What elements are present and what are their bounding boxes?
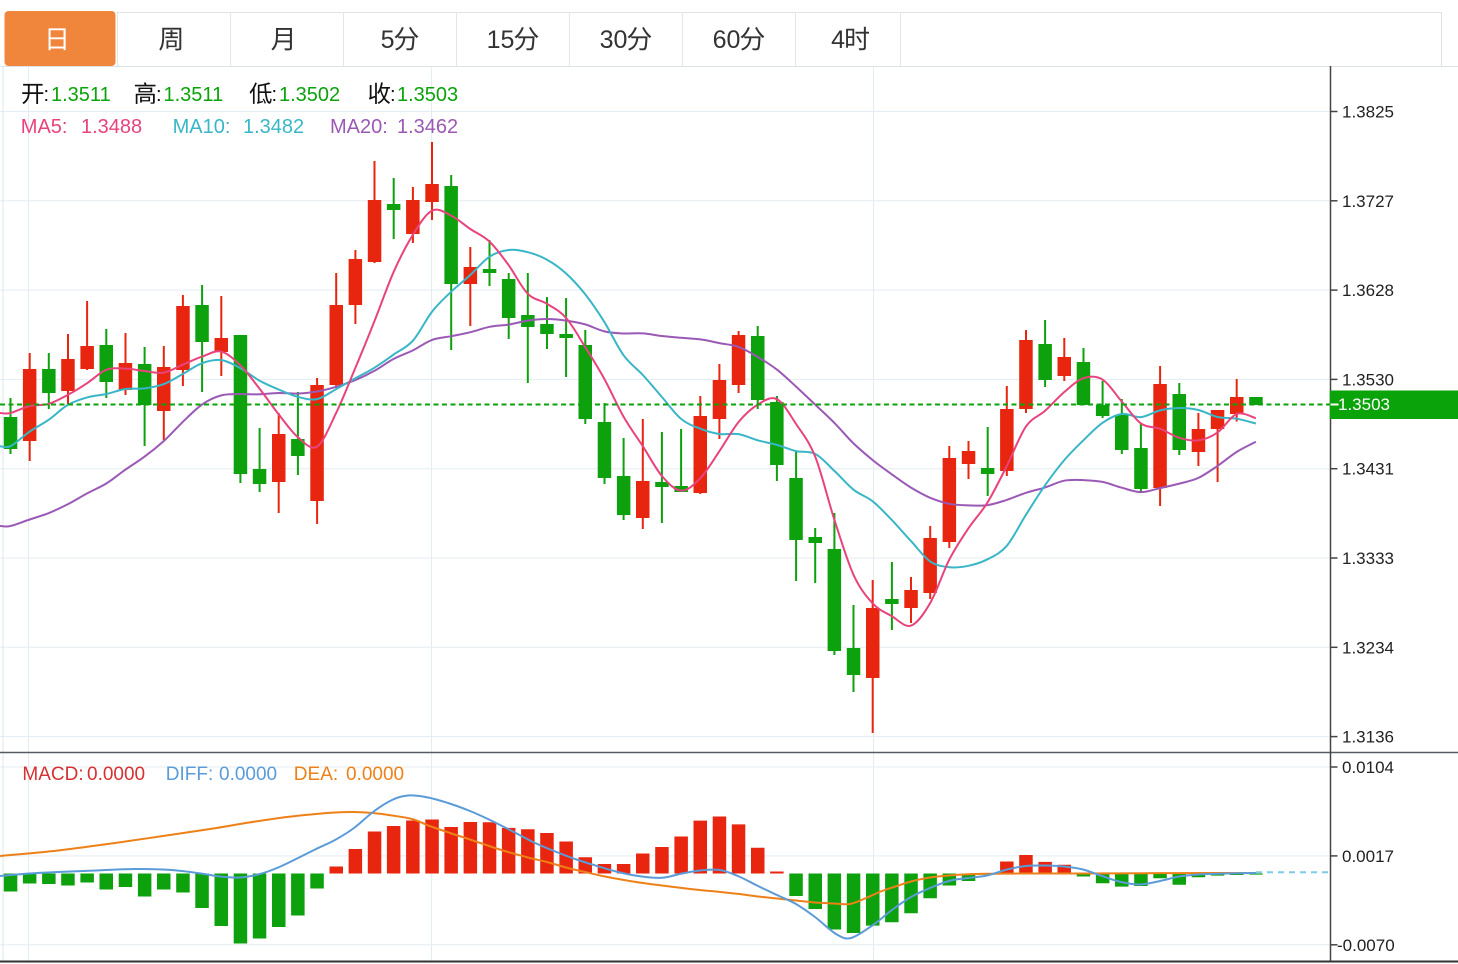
svg-text::: : <box>156 84 162 106</box>
svg-text::: : <box>272 84 278 106</box>
svg-text:1.3530: 1.3530 <box>1342 370 1394 389</box>
svg-text:0.0017: 0.0017 <box>1342 847 1394 866</box>
svg-text:0.0000: 0.0000 <box>87 764 145 785</box>
svg-text:MA20:: MA20: <box>330 116 388 138</box>
svg-text:MA5:: MA5: <box>21 116 68 138</box>
svg-text:15: 15 <box>487 26 515 54</box>
svg-text:1.3503: 1.3503 <box>1338 395 1390 414</box>
svg-text:5: 5 <box>381 26 395 54</box>
svg-text:60: 60 <box>713 26 741 54</box>
svg-text:1.3136: 1.3136 <box>1342 728 1394 747</box>
svg-text:0.0000: 0.0000 <box>346 764 404 785</box>
svg-text:1.3628: 1.3628 <box>1342 281 1394 300</box>
svg-text:1.3511: 1.3511 <box>164 84 224 106</box>
svg-text:MA10:: MA10: <box>173 116 231 138</box>
svg-text:DEA:: DEA: <box>294 764 338 785</box>
svg-text:1.3234: 1.3234 <box>1342 638 1394 657</box>
svg-text:0.0000: 0.0000 <box>219 764 277 785</box>
svg-text:MACD:: MACD: <box>22 764 83 785</box>
svg-text:1.3482: 1.3482 <box>243 116 304 138</box>
svg-text:-0.0070: -0.0070 <box>1337 936 1395 955</box>
svg-text::: : <box>390 84 396 106</box>
svg-text:1.3462: 1.3462 <box>397 116 458 138</box>
svg-text:4: 4 <box>831 26 845 54</box>
svg-text:1.3727: 1.3727 <box>1342 192 1394 211</box>
svg-text:1.3488: 1.3488 <box>81 116 142 138</box>
svg-text:1.3825: 1.3825 <box>1342 103 1394 122</box>
svg-text:1.3431: 1.3431 <box>1342 460 1394 479</box>
svg-text:DIFF:: DIFF: <box>166 764 214 785</box>
svg-text:30: 30 <box>600 26 628 54</box>
svg-text:1.3503: 1.3503 <box>397 84 458 106</box>
svg-text:0.0104: 0.0104 <box>1342 758 1394 777</box>
svg-text:1.3511: 1.3511 <box>51 84 111 106</box>
svg-text::: : <box>44 84 50 106</box>
svg-text:1.3502: 1.3502 <box>279 84 340 106</box>
svg-text:1.3333: 1.3333 <box>1342 549 1394 568</box>
